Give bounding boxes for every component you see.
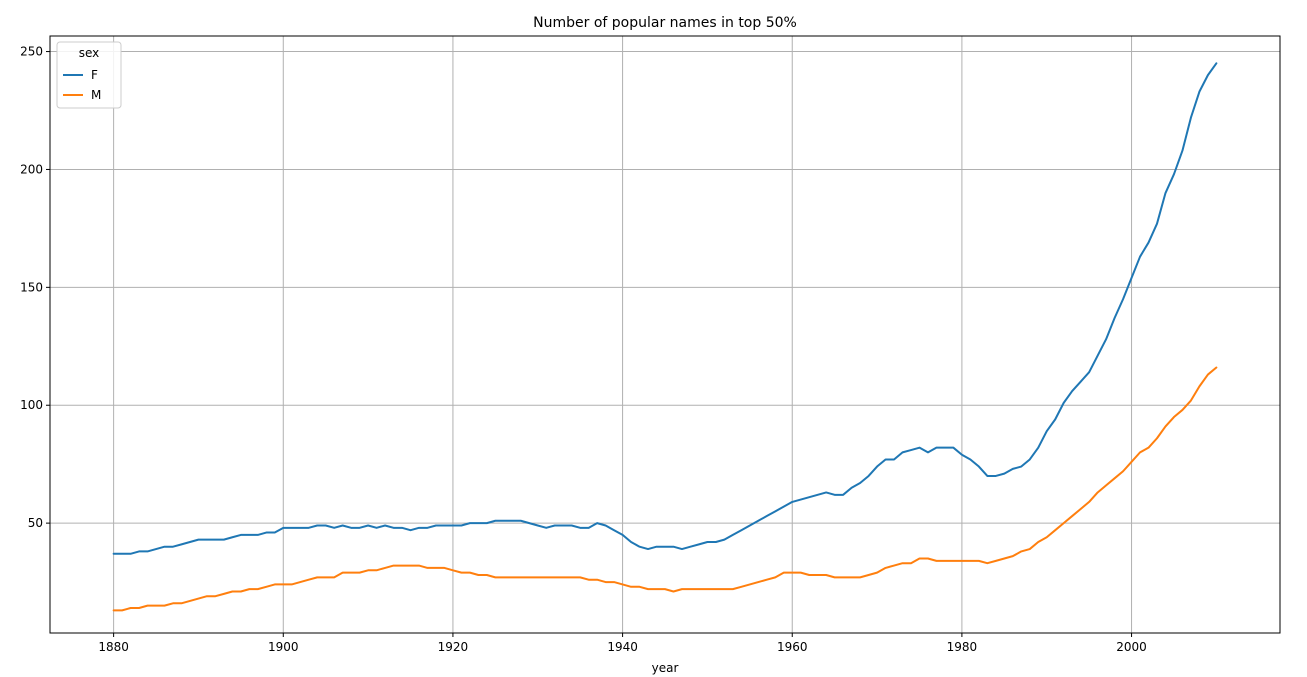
series-line-f [112,62,1218,555]
x-tick-label: 1980 [947,640,978,654]
x-tick-label: 2000 [1116,640,1147,654]
grid-layer [50,36,1280,633]
y-tick-label: 250 [20,45,43,59]
y-tick-label: 200 [20,162,43,176]
x-tick-label: 1960 [777,640,808,654]
y-tick-label: 100 [20,398,43,412]
legend-label-f: F [91,68,98,82]
y-tick-label: 50 [28,516,43,530]
chart-title: Number of popular names in top 50% [533,15,797,31]
x-tick-label: 1920 [438,640,469,654]
legend-box [56,41,122,109]
series-line-m [112,366,1218,612]
y-axis: 50 100 150 200 250 [20,45,50,530]
series-layer [112,62,1218,612]
legend-label-m: M [91,88,101,102]
legend: sex F M [56,41,122,109]
x-tick-label: 1880 [98,640,129,654]
y-tick-label: 150 [20,280,43,294]
legend-title: sex [79,46,100,60]
x-tick-label: 1940 [607,640,638,654]
x-axis-title: year [652,661,679,675]
x-axis: 1880 1900 1920 1940 1960 1980 2000 [98,633,1147,654]
plot-frame [49,35,1281,634]
x-tick-label: 1900 [268,640,299,654]
